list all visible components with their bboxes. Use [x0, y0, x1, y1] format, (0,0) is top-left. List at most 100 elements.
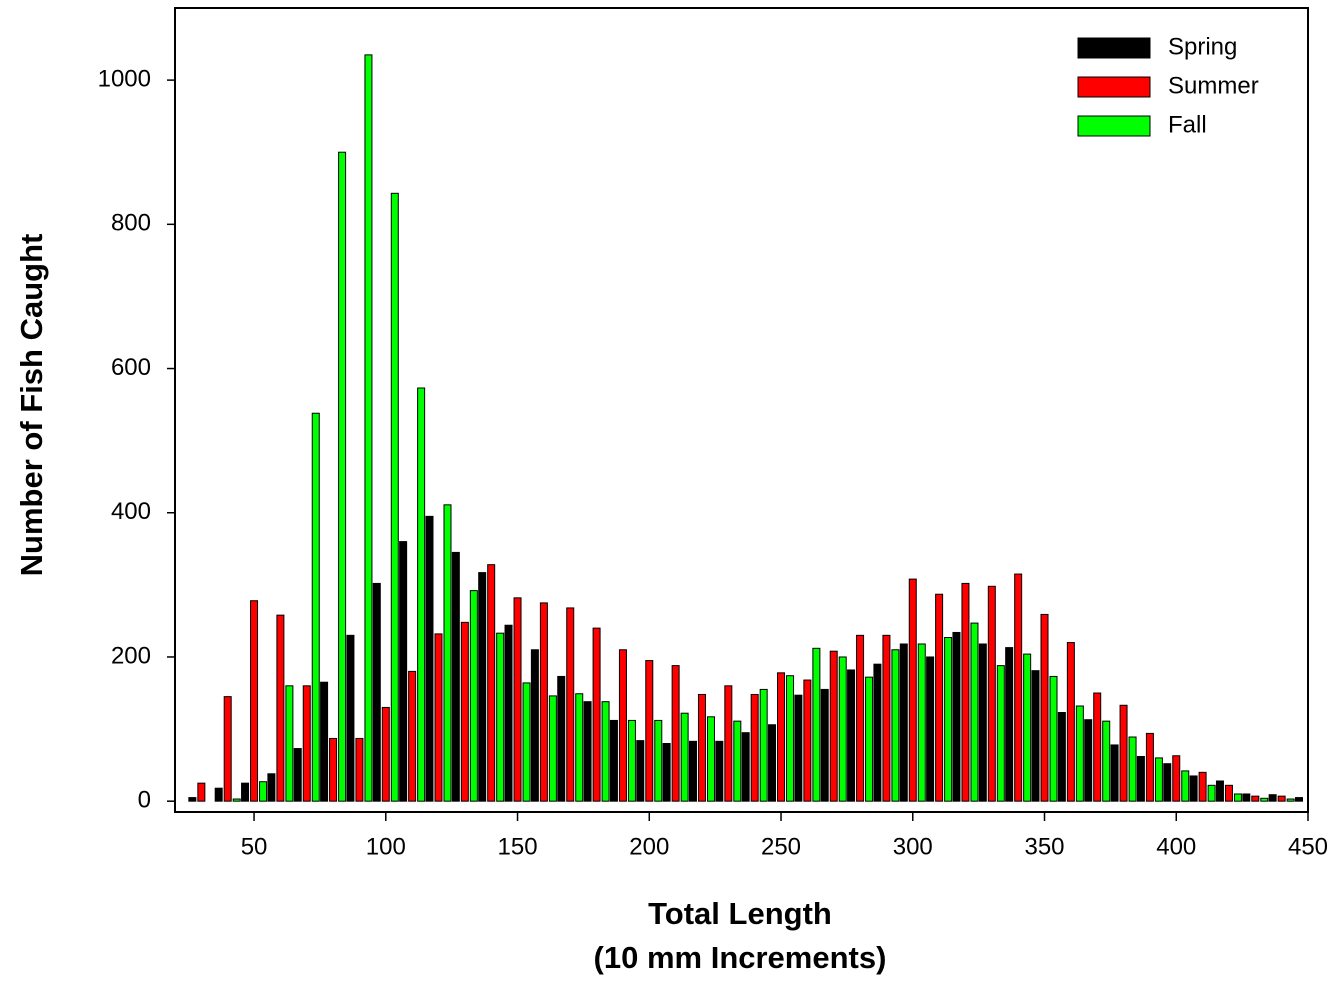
bar	[1295, 797, 1303, 802]
legend-swatch	[1077, 37, 1151, 59]
bar	[346, 634, 355, 802]
bar	[425, 515, 434, 802]
bar	[1145, 732, 1154, 802]
bar	[873, 663, 882, 802]
bar	[803, 679, 812, 802]
bar	[961, 582, 970, 802]
bar	[662, 742, 671, 802]
bar	[1242, 793, 1251, 802]
bar	[1163, 763, 1172, 802]
bar	[627, 719, 636, 802]
bar	[715, 740, 724, 802]
bar	[865, 676, 874, 802]
bar	[1110, 744, 1119, 802]
bar	[285, 685, 294, 802]
y-tick-label: 0	[138, 787, 151, 814]
bar	[786, 675, 795, 802]
bar	[838, 656, 847, 802]
bar	[935, 593, 944, 802]
bar	[1181, 770, 1190, 802]
bar	[259, 781, 268, 802]
bar	[197, 782, 206, 802]
plot-frame	[174, 7, 1309, 813]
bar	[645, 660, 654, 802]
bar	[917, 643, 926, 802]
bar	[952, 631, 961, 802]
bar	[1075, 705, 1084, 802]
bar	[1277, 795, 1286, 802]
y-tick-label: 200	[111, 642, 151, 669]
bar	[338, 151, 347, 802]
bar	[697, 693, 706, 802]
bar	[724, 685, 733, 802]
bar	[364, 54, 373, 802]
legend-label: Fall	[1168, 111, 1207, 138]
bar	[970, 622, 979, 802]
bar	[636, 740, 645, 802]
bar	[1233, 793, 1242, 802]
bar	[381, 706, 390, 802]
bar	[530, 649, 539, 802]
bar	[1251, 795, 1260, 802]
bar	[1084, 719, 1093, 802]
bar	[794, 694, 803, 802]
y-tick-label: 1000	[98, 65, 151, 92]
bar	[408, 670, 417, 802]
bar	[926, 656, 935, 802]
bar	[469, 590, 478, 802]
x-tick-label: 200	[629, 833, 669, 860]
x-tick-label: 450	[1288, 833, 1328, 860]
bar	[777, 672, 786, 802]
bar	[399, 541, 408, 802]
bar	[654, 719, 663, 802]
bar	[978, 643, 987, 802]
bar	[1224, 784, 1233, 802]
bar	[987, 585, 996, 802]
bar	[223, 696, 232, 802]
bar	[241, 782, 250, 802]
bar	[592, 627, 601, 802]
bar	[899, 643, 908, 802]
bar	[460, 621, 469, 802]
x-tick-label: 250	[761, 833, 801, 860]
bar	[443, 504, 452, 802]
x-tick-label: 100	[366, 833, 406, 860]
bar	[583, 701, 592, 802]
x-tick-label: 300	[893, 833, 933, 860]
bar	[1119, 704, 1128, 802]
bar	[741, 732, 750, 802]
bar	[1207, 784, 1216, 802]
bar	[451, 551, 460, 802]
bar	[856, 634, 865, 802]
bar	[214, 787, 223, 802]
bar	[680, 712, 689, 802]
bar	[1093, 692, 1102, 802]
bar	[250, 600, 259, 802]
y-tick-label: 600	[111, 354, 151, 381]
x-tick-label: 350	[1024, 833, 1064, 860]
bar	[557, 675, 566, 802]
bar	[1286, 798, 1295, 802]
bar	[1040, 613, 1049, 802]
bar	[320, 681, 329, 802]
bar	[1102, 720, 1111, 802]
bar	[539, 602, 548, 802]
bar	[1057, 711, 1066, 802]
y-tick-label: 400	[111, 498, 151, 525]
bar	[1189, 775, 1198, 802]
bar	[706, 716, 715, 802]
bar	[1260, 797, 1269, 802]
bar	[496, 632, 505, 802]
bar	[1005, 647, 1014, 802]
bar	[1198, 771, 1207, 802]
bar	[355, 737, 364, 802]
bar	[759, 688, 768, 802]
bar	[820, 688, 829, 802]
legend-swatch	[1077, 115, 1151, 137]
legend-label: Summer	[1168, 72, 1259, 99]
x-axis-title: Total Length	[648, 896, 832, 931]
bar	[311, 412, 320, 802]
bar	[504, 624, 513, 802]
bar	[996, 665, 1005, 802]
